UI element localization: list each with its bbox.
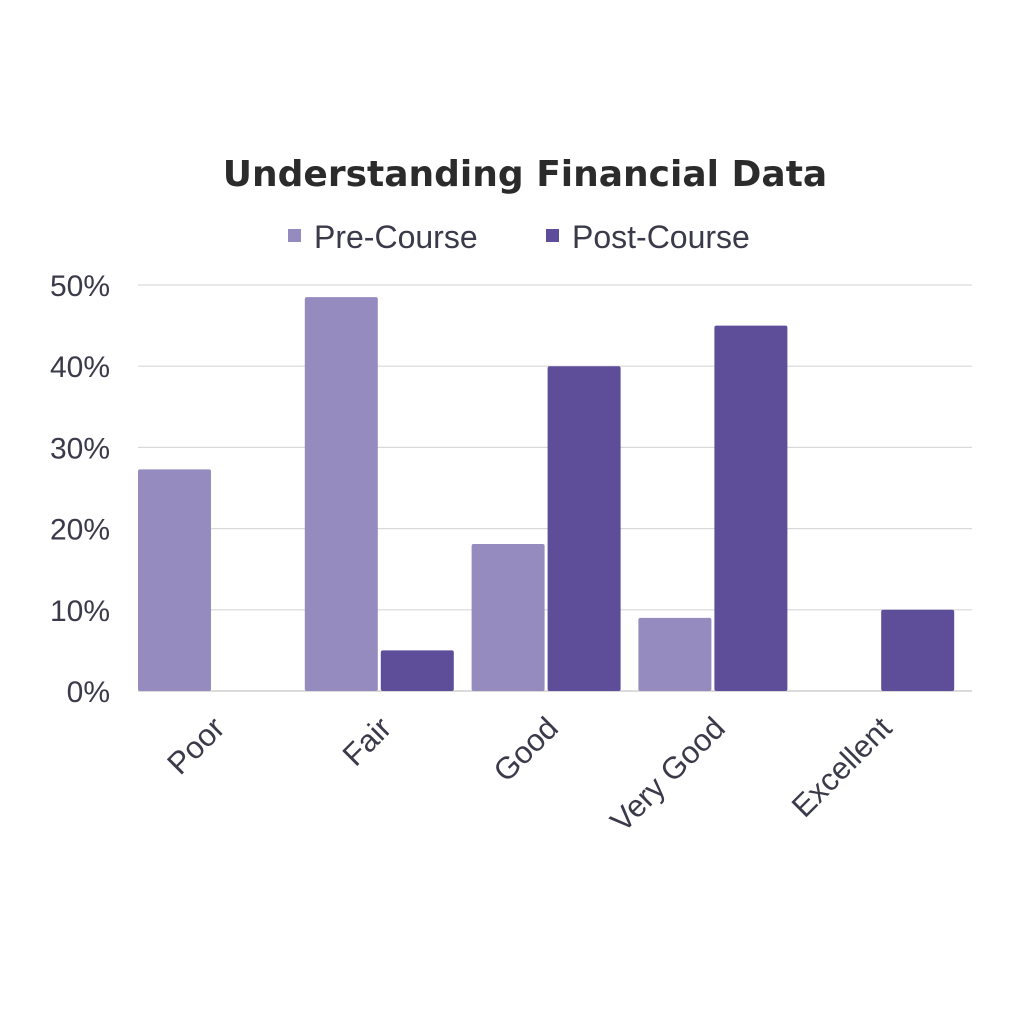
bar-pre-course-fair xyxy=(304,297,378,691)
bar-post-course-good xyxy=(547,366,621,691)
y-axis-tick-labels: 0% 10% 20% 30% 40% 50% xyxy=(50,270,110,709)
bars xyxy=(138,297,955,691)
bar-pre-course-poor xyxy=(138,469,211,691)
x-category-label-poor: Poor xyxy=(160,710,231,781)
bar-post-course-fair xyxy=(380,650,454,691)
bar-post-course-excellent xyxy=(881,609,955,691)
bar-post-course-very-good xyxy=(714,325,788,691)
x-category-label-excellent: Excellent xyxy=(785,710,899,824)
x-axis-category-labels: Poor Fair Good Very Good Excellent xyxy=(160,710,899,839)
bar-pre-course-good xyxy=(471,544,545,691)
y-tick-label: 10% xyxy=(50,595,110,628)
y-tick-label: 20% xyxy=(50,514,110,547)
y-tick-label: 0% xyxy=(67,676,110,709)
legend-label-post-course: Post-Course xyxy=(572,219,750,255)
y-tick-label: 40% xyxy=(50,351,110,384)
y-tick-label: 50% xyxy=(50,270,110,303)
chart-legend: Pre-Course Post-Course xyxy=(288,219,750,255)
x-category-label-fair: Fair xyxy=(336,710,399,773)
legend-swatch-post-course xyxy=(546,229,559,242)
legend-label-pre-course: Pre-Course xyxy=(314,219,478,255)
chart-title: Understanding Financial Data xyxy=(223,154,827,195)
x-category-label-good: Good xyxy=(487,710,565,788)
x-category-label-very-good: Very Good xyxy=(603,710,731,838)
y-tick-label: 30% xyxy=(50,432,110,465)
bar-pre-course-very-good xyxy=(638,617,712,691)
legend-swatch-pre-course xyxy=(288,229,301,242)
